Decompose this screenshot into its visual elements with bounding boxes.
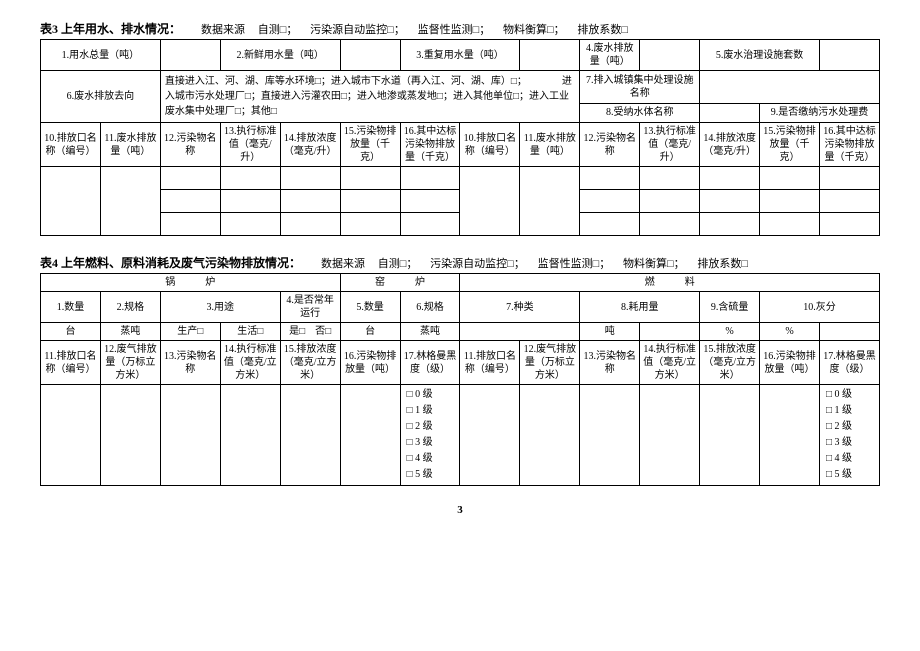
table-row: □ 0 级□ 1 级□ 2 级 □ 3 级□ 4 级□ 5 级 □ 0 级□ 1… xyxy=(41,385,880,486)
t3-h5: 15.污染物排放量（千克） xyxy=(340,123,400,167)
t4-h13: 17.林格曼黑度（级） xyxy=(819,341,879,385)
t3-r9: 9.是否缴纳污水处理费 xyxy=(760,103,880,122)
t3-h7: 10.排放口名称（编号） xyxy=(460,123,520,167)
t4-h12: 16.污染物排放量（吨） xyxy=(760,341,820,385)
t3-h4: 14.排放浓度（毫克/升） xyxy=(280,123,340,167)
t3-h6: 16.其中达标污染物排放量（千克） xyxy=(400,123,460,167)
t3-h12: 15.污染物排放量（千克） xyxy=(760,123,820,167)
t3-h3: 13.执行标准值（毫克/升） xyxy=(220,123,280,167)
t4-u10: % xyxy=(760,323,820,341)
table3: 1.用水总量（吨） 2.新鲜用水量（吨） 3.重复用水量（吨） 4.废水排放量（… xyxy=(40,39,880,236)
t4-u9: % xyxy=(700,323,760,341)
t3-r1c3: 3.重复用水量（吨） xyxy=(400,40,520,71)
t4-r2c1: 1.数量 xyxy=(41,292,101,323)
table4-title: 表4 上年燃料、原料消耗及废气污染物排放情况： xyxy=(40,254,301,271)
t4-u8: 吨 xyxy=(580,323,640,341)
t3-h13: 16.其中达标污染物排放量（千克） xyxy=(819,123,879,167)
ringelmann-levels-right: □ 0 级□ 1 级□ 2 级 □ 3 级□ 4 级□ 5 级 xyxy=(819,385,879,486)
t4-h5: 16.污染物排放量（吨） xyxy=(340,341,400,385)
t4-h4: 15.排放浓度（毫克/立方米） xyxy=(280,341,340,385)
t3-h10: 13.执行标准值（毫克/升） xyxy=(640,123,700,167)
t4-r2c3: 3.用途 xyxy=(160,292,280,323)
t4-h3: 14.执行标准值（毫克/立方米） xyxy=(220,341,280,385)
t4-u5: 台 xyxy=(340,323,400,341)
t4-h6: 17.林格曼黑度（级） xyxy=(400,341,460,385)
t4-h2: 13.污染物名称 xyxy=(160,341,220,385)
t3-h9: 12.污染物名称 xyxy=(580,123,640,167)
table3-title: 表3 上年用水、排水情况： xyxy=(40,20,181,37)
t4-h7: 11.排放口名称（编号） xyxy=(460,341,520,385)
t4-s3: 燃 料 xyxy=(460,274,880,292)
ringelmann-levels-left: □ 0 级□ 1 级□ 2 级 □ 3 级□ 4 级□ 5 级 xyxy=(400,385,460,486)
t3-r2-label: 6.废水排放去向 xyxy=(41,71,161,123)
t4-u3a: 生产□ xyxy=(160,323,220,341)
t4-h11: 15.排放浓度（毫克/立方米） xyxy=(700,341,760,385)
t3-r1c4: 4.废水排放量（吨） xyxy=(580,40,640,71)
t3-r1c2: 2.新鲜用水量（吨） xyxy=(220,40,340,71)
t3-h1: 11.废水排放量（吨） xyxy=(100,123,160,167)
t3-h8: 11.废水排放量（吨） xyxy=(520,123,580,167)
t4-r2c9: 9.含硫量 xyxy=(700,292,760,323)
t4-h0: 11.排放口名称（编号） xyxy=(41,341,101,385)
t3-h11: 14.排放浓度（毫克/升） xyxy=(700,123,760,167)
table4-title-row: 表4 上年燃料、原料消耗及废气污染物排放情况： 数据来源 自测□； 污染源自动监… xyxy=(40,254,880,271)
t4-r2c2: 2.规格 xyxy=(100,292,160,323)
t4-h1: 12.废气排放量（万标立方米） xyxy=(100,341,160,385)
t4-r2c4: 4.是否常年运行 xyxy=(280,292,340,323)
table-row xyxy=(41,167,880,190)
t3-direction: 直接进入江、河、湖、库等水环境□；进入城市下水道（再入江、河、湖、库）□； 进入… xyxy=(160,71,579,123)
t4-h10: 14.执行标准值（毫克/立方米） xyxy=(640,341,700,385)
table3-meta: 数据来源 自测□； 污染源自动监控□； 监督性监测□； 物料衡算□； 排放系数□ xyxy=(201,21,638,37)
t3-r1c5: 5.废水治理设施套数 xyxy=(700,40,820,71)
t4-r2c7: 7.种类 xyxy=(460,292,580,323)
t3-h0: 10.排放口名称（编号） xyxy=(41,123,101,167)
table3-title-row: 表3 上年用水、排水情况： 数据来源 自测□； 污染源自动监控□； 监督性监测□… xyxy=(40,20,880,37)
t4-u1: 台 xyxy=(41,323,101,341)
t3-r8: 8.受纳水体名称 xyxy=(580,103,700,122)
t4-s2: 窑 炉 xyxy=(340,274,460,292)
t3-h2: 12.污染物名称 xyxy=(160,123,220,167)
t3-r7: 7.排入城镇集中处理设施名称 xyxy=(580,71,700,104)
t4-s1: 锅 炉 xyxy=(41,274,341,292)
t4-r2c10: 10.灰分 xyxy=(760,292,880,323)
table4: 锅 炉 窑 炉 燃 料 1.数量 2.规格 3.用途 4.是否常年运行 5.数量… xyxy=(40,273,880,486)
t4-h9: 13.污染物名称 xyxy=(580,341,640,385)
page-number: 3 xyxy=(40,504,880,516)
t4-h8: 12.废气排放量（万标立方米） xyxy=(520,341,580,385)
table4-meta: 数据来源 自测□； 污染源自动监控□； 监督性监测□； 物料衡算□； 排放系数□ xyxy=(321,255,758,271)
t4-u3b: 生活□ xyxy=(220,323,280,341)
t4-u2: 蒸吨 xyxy=(100,323,160,341)
t4-r2c5: 5.数量 xyxy=(340,292,400,323)
t3-r1c1: 1.用水总量（吨） xyxy=(41,40,161,71)
t4-r2c8: 8.耗用量 xyxy=(580,292,700,323)
t4-u6: 蒸吨 xyxy=(400,323,460,341)
t4-r2c6: 6.规格 xyxy=(400,292,460,323)
